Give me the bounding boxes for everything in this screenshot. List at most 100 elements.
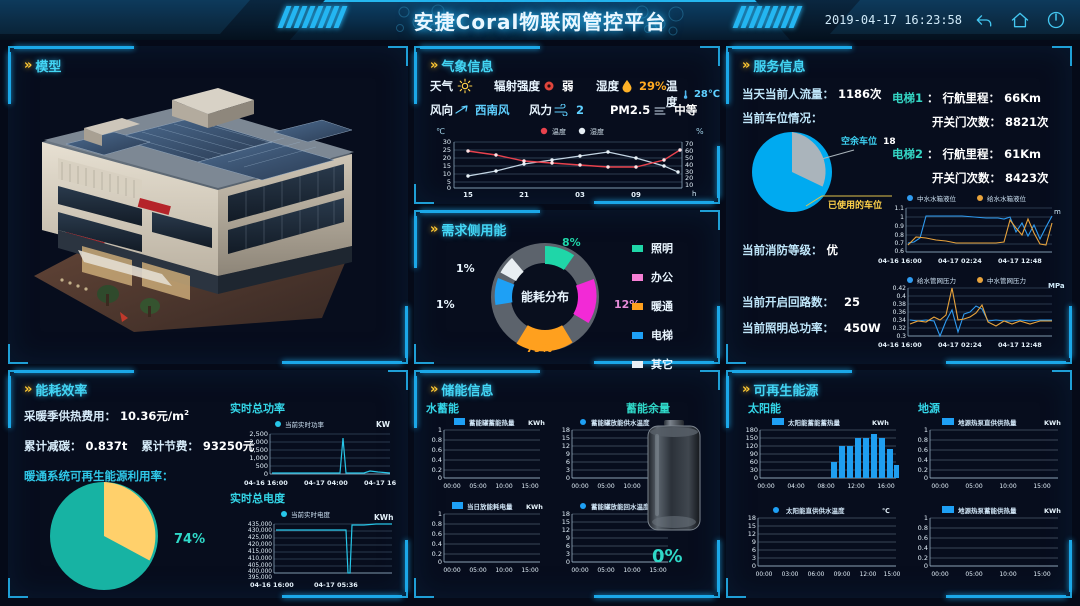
pipe-pressure-chart[interactable]: 给水管网压力 中水管网压力 MPa 0.42 0.4 0.38 0.36 0.34 0.… xyxy=(876,272,1068,352)
weather-value: 西南风 xyxy=(475,103,510,117)
panel-title-text: 服务信息 xyxy=(753,60,806,75)
svg-text:0.42: 0.42 xyxy=(893,285,907,292)
pressure-legend-1: 给水管网压力 xyxy=(917,276,956,285)
svg-text:04-17 12:48: 04-17 12:48 xyxy=(998,341,1042,349)
weather-trend-chart[interactable]: ℃ % 温度 湿度 30 25 20 15 10 5 0 70 60 50 40 30 20 xyxy=(424,122,712,199)
realtime-energy-chart[interactable]: 当前实时电度 KWh 435,000 430,000 425,000 420,000… xyxy=(230,506,402,590)
ground-legend: 地源热泵直供供热量 xyxy=(958,418,1017,427)
solar-collect-heat-chart[interactable]: 太阳能蓄能蓄热量 KWh 180 150 120 90 60 30 0 00:00 04:0… xyxy=(734,414,904,492)
svg-text:05:00: 05:00 xyxy=(597,567,614,574)
legend-swatch xyxy=(632,302,643,310)
energy-distribution-donut[interactable]: 能耗分布 xyxy=(450,234,640,360)
realtime-power-chart[interactable]: 当前实时功率 KW 2,500 2,000 1,500 1,000 500 0 04-1… xyxy=(230,416,402,488)
svg-text:03:00: 03:00 xyxy=(782,572,799,578)
tank-store-heat-chart[interactable]: 蓄能罐蓄能热量 KWh 1 0.8 0.6 0.4 0.2 0 00:00 05:00 1… xyxy=(422,414,548,492)
svg-text:9: 9 xyxy=(566,450,570,458)
weather-label: 温度 xyxy=(666,79,678,109)
chevron-right-icon: » xyxy=(24,58,33,73)
svg-text:500: 500 xyxy=(256,462,268,470)
svg-text:04:00: 04:00 xyxy=(787,483,804,490)
svg-text:0: 0 xyxy=(566,474,570,482)
svg-text:1,500: 1,500 xyxy=(249,446,268,454)
panel-edge xyxy=(594,361,714,364)
building-3d-model[interactable] xyxy=(22,80,394,352)
weather-label: 天气 xyxy=(430,79,453,93)
svg-text:0.6: 0.6 xyxy=(894,248,904,255)
legend-item-office[interactable]: 办公 xyxy=(632,269,673,285)
svg-text:1: 1 xyxy=(924,514,928,522)
panel-edge xyxy=(1069,540,1072,592)
back-icon[interactable] xyxy=(974,10,994,30)
svg-text:0: 0 xyxy=(447,184,451,192)
lighting-power-label: 当前照明总功率： xyxy=(742,321,834,335)
weather-chart-ylabel-left: ℃ xyxy=(436,127,445,136)
foot-traffic-label: 当天当前人流量： xyxy=(742,87,834,101)
svg-text:15:00: 15:00 xyxy=(1033,483,1050,490)
svg-text:0.8: 0.8 xyxy=(918,524,928,532)
loop-count-row: 当前开启回路数： 25 xyxy=(742,294,860,310)
svg-text:0.2: 0.2 xyxy=(918,554,928,562)
svg-text:0: 0 xyxy=(924,562,928,570)
svg-text:0.36: 0.36 xyxy=(893,309,907,316)
loop-count-value: 25 xyxy=(844,295,861,309)
panel-corner xyxy=(726,344,746,364)
app-header: 安捷Coral物联网管控平台 2019-04-17 16:23:58 xyxy=(0,0,1080,40)
svg-text:04-17 02:24: 04-17 02:24 xyxy=(938,257,982,265)
svg-text:0: 0 xyxy=(924,474,928,482)
parking-pie-chart[interactable] xyxy=(742,124,872,220)
legend-swatch xyxy=(632,244,643,252)
legend-item-hvac[interactable]: 暖通 xyxy=(632,298,673,314)
elevator1-mileage-value: 66Km xyxy=(1004,91,1041,105)
svg-text:9: 9 xyxy=(752,538,756,546)
daily-release-power-chart[interactable]: 当日放能耗电量 KWh 1 0.8 0.6 0.4 0.2 0 00:00 05:00 1… xyxy=(422,498,548,576)
service-info-panel: » 服务信息 当天当前人流量： 1186次 当前车位情况： 空余车位 18 已使… xyxy=(726,46,1072,364)
svg-text:0.2: 0.2 xyxy=(432,550,442,558)
svg-text:30: 30 xyxy=(685,168,693,176)
svg-text:15:00: 15:00 xyxy=(521,567,538,574)
legend-label: 照明 xyxy=(651,242,673,255)
weather-label: 辐射强度 xyxy=(494,79,540,93)
chevron-right-icon: » xyxy=(430,58,439,73)
solar-unit: KWh xyxy=(872,419,889,427)
wind-direction-icon xyxy=(455,105,468,114)
panel-edge xyxy=(732,46,852,49)
legend-item-elevator[interactable]: 电梯 xyxy=(632,327,673,343)
panel-edge xyxy=(717,306,720,358)
svg-text:0: 0 xyxy=(438,474,442,482)
svg-text:15: 15 xyxy=(443,162,451,170)
ground-pump-store-heat-chart[interactable]: 地源热泵蓄能供热量 KWh 1 0.8 0.6 0.4 0.2 0 00:00 05:00… xyxy=(908,502,1066,580)
legend-item-lighting[interactable]: 照明 xyxy=(632,240,673,256)
panel-edge xyxy=(1069,306,1072,358)
energy-storage-panel: » 储能信息 水蓄能 蓄能余量 蓄能罐蓄能热量 KWh 1 0.8 0.6 0.4 0… xyxy=(414,370,720,598)
svg-text:湿度: 湿度 xyxy=(590,127,604,136)
home-icon[interactable] xyxy=(1010,10,1030,30)
svg-text:0.8: 0.8 xyxy=(918,436,928,444)
tank-level-chart[interactable]: 中水水箱液位 给水水箱液位 m 1.1 1 0.9 0.8 0.7 0.6 04-16 … xyxy=(876,190,1068,268)
renewable-ratio-value: 74% xyxy=(174,532,206,547)
chevron-right-icon: » xyxy=(742,58,751,73)
weather-value: 中等 xyxy=(674,103,698,117)
fire-level-label: 当前消防等级： xyxy=(742,243,823,257)
svg-text:04-17 04:00: 04-17 04:00 xyxy=(304,479,348,487)
svg-text:395,000: 395,000 xyxy=(248,575,272,581)
free-parking-label: 空余车位 18 xyxy=(841,137,896,147)
weather-value: 2 xyxy=(576,103,585,117)
model-panel: » 模型 xyxy=(8,46,408,364)
svg-text:3: 3 xyxy=(566,550,570,558)
ground-store-unit: KWh xyxy=(1044,507,1061,515)
ground-pump-direct-heat-chart[interactable]: 地源热泵直供供热量 KWh 1 0.8 0.6 0.4 0.2 0 00:00 05:00… xyxy=(908,414,1066,492)
svg-text:415,000: 415,000 xyxy=(248,549,272,555)
header-hex-right-icon xyxy=(635,5,684,36)
svg-text:0.4: 0.4 xyxy=(896,293,906,300)
svg-text:2,500: 2,500 xyxy=(249,430,268,438)
legend-item-other[interactable]: 其它 xyxy=(632,356,673,372)
svg-text:0.2: 0.2 xyxy=(432,466,442,474)
hvac-renewable-pie[interactable] xyxy=(42,478,172,594)
power-icon[interactable] xyxy=(1046,10,1066,30)
svg-text:10:00: 10:00 xyxy=(495,567,512,574)
panel-corner xyxy=(1052,370,1072,390)
chevron-right-icon: » xyxy=(430,222,439,237)
panel-edge xyxy=(726,376,729,428)
weather-label: PM2.5 xyxy=(610,103,651,117)
